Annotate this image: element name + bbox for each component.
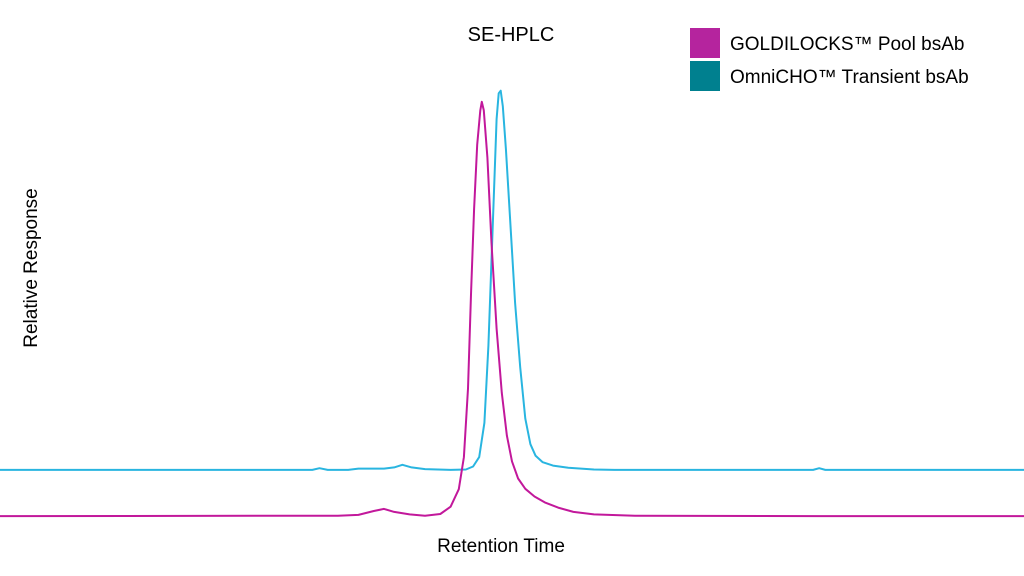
series-line-goldilocks <box>0 100 1024 518</box>
legend-label-goldilocks: GOLDILOCKS™ Pool bsAb <box>730 34 964 55</box>
y-axis-label: Relative Response <box>21 188 42 347</box>
legend-item-goldilocks: GOLDILOCKS™ Pool bsAb <box>690 28 964 58</box>
legend-swatch-omnicho <box>690 61 720 91</box>
x-axis-label: Retention Time <box>437 536 565 557</box>
legend-item-omnicho: OmniCHO™ Transient bsAb <box>690 61 969 91</box>
legend: GOLDILOCKS™ Pool bsAb OmniCHO™ Transient… <box>690 28 969 91</box>
legend-swatch-goldilocks <box>690 28 720 58</box>
plot-area <box>0 89 1024 518</box>
chart-title: SE-HPLC <box>468 24 555 46</box>
legend-label-omnicho: OmniCHO™ Transient bsAb <box>730 67 969 88</box>
series-line-omnicho <box>0 89 1024 471</box>
